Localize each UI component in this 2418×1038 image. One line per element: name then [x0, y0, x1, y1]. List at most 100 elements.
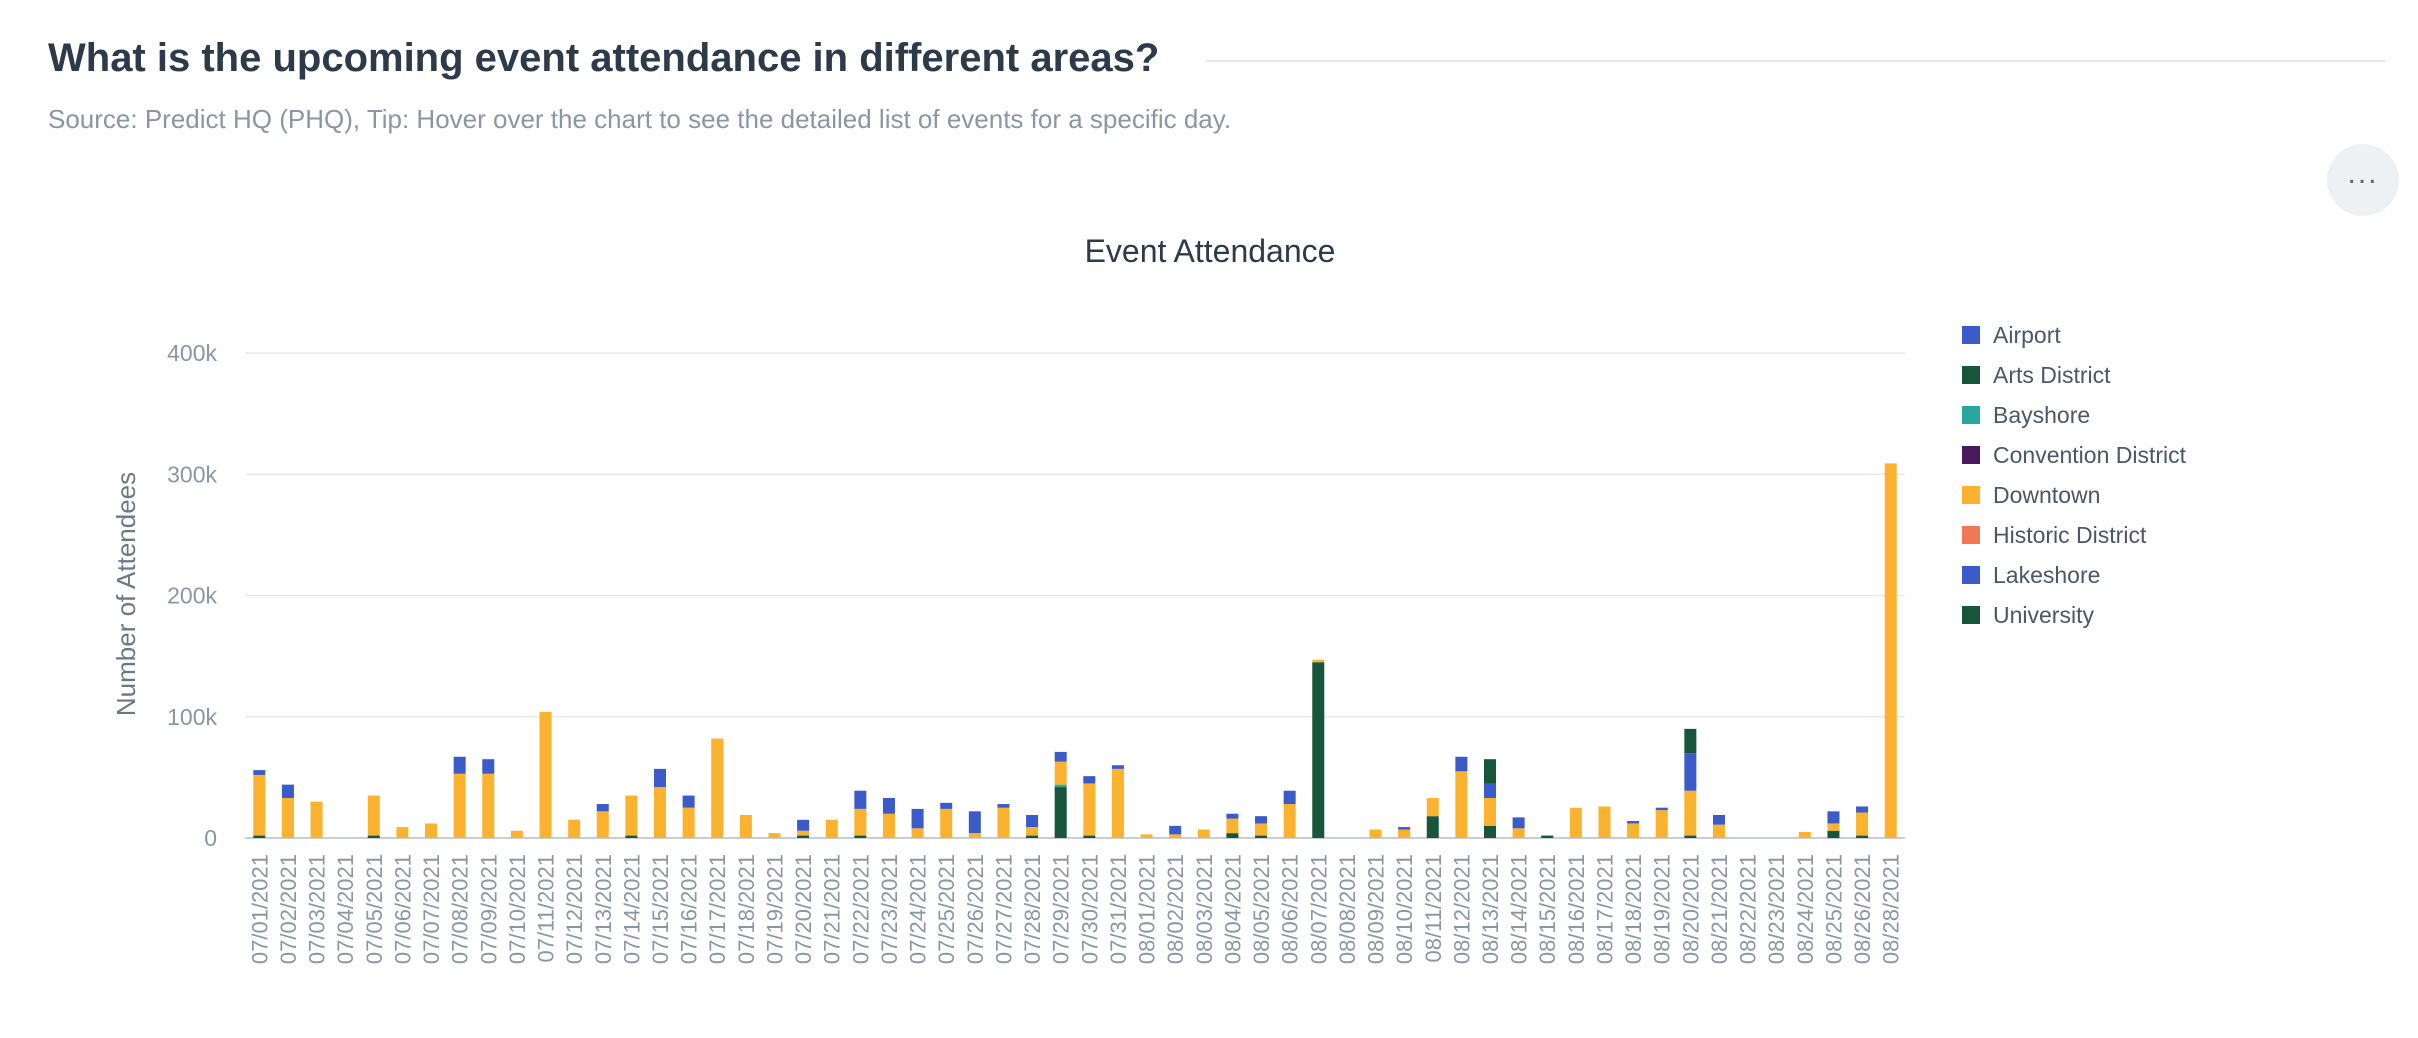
bar-segment-lakeshore[interactable]: [1398, 827, 1411, 830]
bar-segment-lakeshore[interactable]: [1512, 817, 1525, 829]
more-options-button[interactable]: ...: [2327, 144, 2399, 216]
bar-segment-lakeshore[interactable]: [1226, 813, 1239, 819]
bar-segment-downtown[interactable]: [825, 819, 838, 838]
legend-item-lakeshore[interactable]: Lakeshore: [1962, 562, 2100, 588]
bar-segment-downtown[interactable]: [253, 774, 266, 836]
bar-segment-downtown[interactable]: [1856, 812, 1869, 836]
bar-segment-arts-district[interactable]: [1054, 787, 1067, 838]
bar-segment-downtown[interactable]: [653, 787, 667, 838]
bar-segment-lakeshore[interactable]: [281, 784, 294, 798]
bar-segment-downtown[interactable]: [425, 823, 438, 838]
bar-segment-downtown[interactable]: [1054, 761, 1067, 785]
bar-segment-downtown[interactable]: [1827, 823, 1840, 831]
bar-segment-downtown[interactable]: [1197, 829, 1210, 838]
bar-segment-arts-district[interactable]: [797, 835, 810, 838]
bar-segment-downtown[interactable]: [453, 773, 466, 838]
bar-segment-downtown[interactable]: [1312, 659, 1325, 663]
bar-segment-lakeshore[interactable]: [1827, 811, 1840, 824]
bar-segment-downtown[interactable]: [1712, 824, 1725, 838]
bar-segment-downtown[interactable]: [1111, 768, 1124, 838]
bar-segment-downtown[interactable]: [396, 827, 409, 838]
bar-segment-downtown[interactable]: [1798, 831, 1811, 838]
bar-segment-arts-district[interactable]: [1083, 835, 1096, 838]
bar-segment-downtown[interactable]: [1283, 804, 1296, 838]
bars[interactable]: [253, 463, 1897, 838]
bar-segment-arts-district[interactable]: [1226, 833, 1239, 838]
bar-segment-lakeshore[interactable]: [482, 759, 495, 774]
bar-segment-lakeshore[interactable]: [1111, 765, 1124, 769]
legend-item-university[interactable]: University: [1962, 602, 2094, 628]
bar-segment-arts-district[interactable]: [625, 835, 638, 838]
bar-segment-downtown[interactable]: [682, 807, 695, 838]
bar-segment-lakeshore[interactable]: [1169, 825, 1182, 835]
bar-segment-arts-district[interactable]: [1827, 830, 1840, 838]
bar-segment-lakeshore[interactable]: [1627, 821, 1640, 824]
bar-segment-downtown[interactable]: [997, 807, 1010, 838]
bar-segment-lakeshore[interactable]: [854, 790, 867, 809]
bar-segment-downtown[interactable]: [1884, 463, 1897, 838]
bar-segment-downtown[interactable]: [739, 814, 752, 838]
bar-segment-downtown[interactable]: [1169, 834, 1182, 838]
bar-segment-downtown[interactable]: [1455, 771, 1468, 838]
bar-segment-arts-district[interactable]: [1026, 835, 1039, 838]
bar-segment-downtown[interactable]: [1483, 797, 1497, 826]
legend[interactable]: Airport Arts District Bayshore Convention D…: [1962, 322, 2187, 628]
bar-segment-downtown[interactable]: [911, 828, 924, 838]
bar-segment-downtown[interactable]: [568, 819, 581, 838]
bar-segment-lakeshore[interactable]: [653, 768, 667, 788]
bar-segment-lakeshore[interactable]: [253, 770, 266, 775]
bar-segment-lakeshore[interactable]: [1856, 806, 1869, 813]
bar-segment-arts-district[interactable]: [1312, 662, 1325, 838]
bar-segment-downtown[interactable]: [1140, 834, 1153, 838]
bar-segment-downtown[interactable]: [1655, 810, 1668, 838]
bar-segment-arts-district[interactable]: [1684, 835, 1697, 838]
bar-segment-downtown[interactable]: [510, 830, 523, 838]
bar-segment-lakeshore[interactable]: [1655, 807, 1668, 811]
bar-segment-downtown[interactable]: [1026, 827, 1039, 836]
bar-segment-arts-district[interactable]: [1483, 825, 1497, 838]
bar-segment-university[interactable]: [1684, 728, 1697, 754]
bar-segment-lakeshore[interactable]: [1054, 751, 1067, 762]
bar-segment-lakeshore[interactable]: [1283, 790, 1296, 805]
bar-segment-lakeshore[interactable]: [453, 756, 466, 774]
bar-segment-arts-district[interactable]: [1541, 835, 1554, 838]
bar-segment-downtown[interactable]: [1569, 807, 1582, 838]
legend-item-convention-district[interactable]: Convention District: [1962, 442, 2187, 468]
bar-segment-downtown[interactable]: [940, 808, 953, 838]
bar-segment-downtown[interactable]: [367, 795, 380, 836]
bar-segment-lakeshore[interactable]: [1712, 814, 1725, 825]
bar-segment-lakeshore[interactable]: [968, 811, 981, 834]
bar-segment-downtown[interactable]: [797, 830, 810, 836]
bar-segment-downtown[interactable]: [310, 801, 323, 838]
bar-segment-downtown[interactable]: [1426, 797, 1439, 817]
legend-item-downtown[interactable]: Downtown: [1962, 482, 2100, 508]
bar-segment-downtown[interactable]: [968, 833, 981, 838]
bar-segment-downtown[interactable]: [854, 808, 867, 836]
bar-segment-downtown[interactable]: [1684, 790, 1697, 836]
bar-segment-downtown[interactable]: [1255, 823, 1268, 836]
legend-item-airport[interactable]: Airport: [1962, 322, 2061, 348]
bar-segment-arts-district[interactable]: [367, 835, 380, 838]
bar-segment-lakeshore[interactable]: [1684, 753, 1697, 791]
bar-segment-downtown[interactable]: [1627, 823, 1640, 838]
bar-segment-downtown[interactable]: [1398, 829, 1411, 838]
bar-segment-arts-district[interactable]: [1426, 816, 1439, 838]
bar-segment-downtown[interactable]: [1598, 806, 1611, 838]
bar-segment-downtown[interactable]: [882, 813, 895, 838]
bar-segment-lakeshore[interactable]: [1083, 776, 1096, 784]
bar-segment-arts-district[interactable]: [1856, 835, 1869, 838]
bar-segment-downtown[interactable]: [1512, 828, 1525, 838]
bar-segment-lakeshore[interactable]: [1026, 814, 1039, 828]
bar-segment-lakeshore[interactable]: [797, 819, 810, 831]
bar-segment-lakeshore[interactable]: [911, 808, 924, 829]
bar-segment-downtown[interactable]: [281, 797, 294, 838]
bar-segment-lakeshore[interactable]: [940, 802, 953, 809]
bar-segment-downtown[interactable]: [539, 711, 552, 838]
bar-segment-downtown[interactable]: [1226, 818, 1239, 834]
bar-segment-downtown[interactable]: [1369, 829, 1382, 838]
bar-segment-downtown[interactable]: [596, 811, 609, 838]
bar-segment-downtown[interactable]: [482, 773, 495, 838]
bar-segment-lakeshore[interactable]: [682, 795, 695, 808]
legend-item-historic-district[interactable]: Historic District: [1962, 522, 2147, 548]
legend-item-arts-district[interactable]: Arts District: [1962, 362, 2111, 388]
